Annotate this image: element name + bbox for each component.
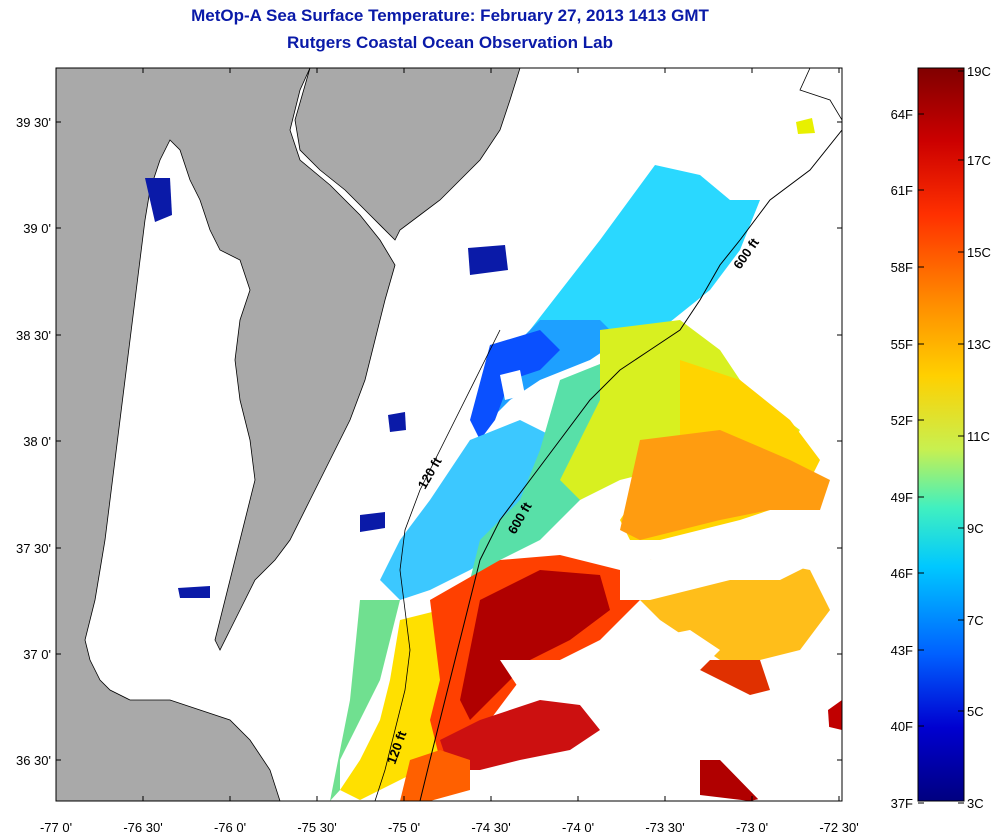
lat-label: 39 30' — [16, 115, 51, 130]
lon-label: -76 30' — [123, 820, 162, 835]
colorbar-label-c: 17C — [967, 153, 991, 168]
lon-label: -75 0' — [388, 820, 420, 835]
colorbar-label-f: 40F — [891, 719, 913, 734]
lat-label: 37 0' — [23, 647, 51, 662]
lon-label: -74 30' — [471, 820, 510, 835]
lon-label: -72 30' — [819, 820, 858, 835]
contour-600ft — [419, 129, 842, 801]
lat-label: 39 0' — [23, 221, 51, 236]
chesapeake-bay — [115, 580, 210, 690]
lon-label: -77 0' — [40, 820, 72, 835]
colorbar-label-f: 58F — [891, 260, 913, 275]
colorbar-ticks: 64F 61F 58F 55F 52F 49F 46F 43F 40F 37F 19C 17C 15C 1… — [891, 64, 991, 811]
lon-label: -73 0' — [736, 820, 768, 835]
lon-label: -74 0' — [562, 820, 594, 835]
land-north — [294, 68, 521, 241]
colorbar-label-c: 5C — [967, 704, 984, 719]
land-northeast — [799, 68, 842, 121]
colorbar — [917, 67, 965, 802]
map-border — [55, 67, 843, 802]
colorbar-label-f: 64F — [891, 107, 913, 122]
colorbar-label-f: 37F — [891, 796, 913, 811]
colorbar-label-c: 9C — [967, 521, 984, 536]
sst-field — [145, 118, 842, 801]
colorbar-label-c: 11C — [967, 429, 990, 444]
colorbar-label-f: 46F — [891, 566, 913, 581]
land-west — [56, 68, 396, 801]
lat-label: 36 30' — [16, 753, 51, 768]
colorbar-label-c: 7C — [967, 613, 984, 628]
map-title: MetOp-A Sea Surface Temperature: Februar… — [191, 6, 709, 25]
lat-axis: 39 30' 39 0' 38 30' 38 0' 37 30' 37 0' 36 30' — [16, 115, 842, 768]
lat-label: 38 30' — [16, 328, 51, 343]
lon-label: -73 30' — [645, 820, 684, 835]
colorbar-label-f: 55F — [891, 337, 913, 352]
lon-axis: -77 0' -76 30' -76 0' -75 30' -75 0' -74 30' -… — [40, 68, 859, 835]
map-subtitle: Rutgers Coastal Ocean Observation Lab — [287, 33, 613, 52]
colorbar-label-c: 3C — [967, 796, 984, 811]
lon-label: -75 30' — [297, 820, 336, 835]
contour-120ft — [374, 329, 501, 801]
colorbar-label-c: 15C — [967, 245, 991, 260]
lat-label: 38 0' — [23, 434, 51, 449]
colorbar-label-f: 61F — [891, 183, 913, 198]
lon-label: -76 0' — [214, 820, 246, 835]
colorbar-label-f: 49F — [891, 490, 913, 505]
lat-label: 37 30' — [16, 541, 51, 556]
colorbar-label-f: 52F — [891, 413, 913, 428]
colorbar-label-c: 19C — [967, 64, 991, 79]
colorbar-label-c: 13C — [967, 337, 991, 352]
colorbar-label-f: 43F — [891, 643, 913, 658]
